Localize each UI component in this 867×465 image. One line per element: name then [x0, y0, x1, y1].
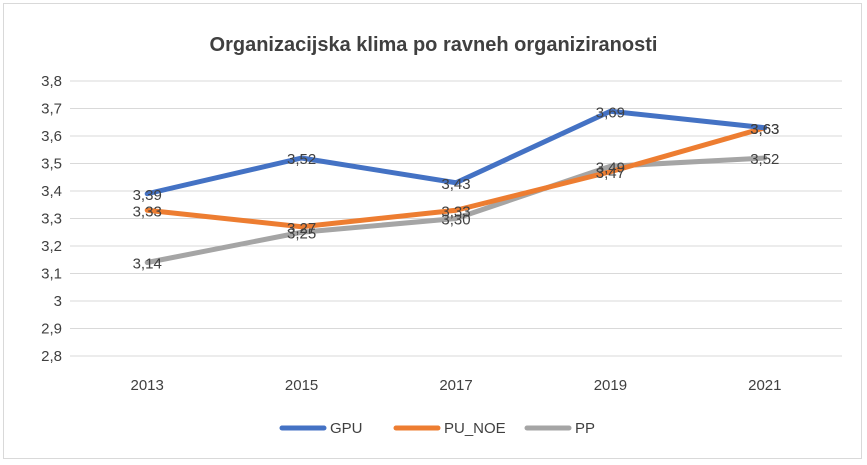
data-label: 3,49	[596, 159, 625, 176]
data-label: 3,63	[750, 121, 779, 138]
data-labels: 3,393,523,433,693,633,333,273,333,473,63…	[133, 104, 780, 272]
y-axis-ticks: 2,8 2,9 3 3,1 3,2 3,3 3,4 3,5 3,6 3,7 3,8	[41, 73, 62, 365]
y-tick-label: 3,2	[41, 238, 62, 255]
x-tick-label: 2021	[748, 377, 781, 394]
data-label: 3,52	[287, 151, 316, 168]
y-tick-label: 3,6	[41, 128, 62, 145]
data-label: 3,33	[441, 203, 470, 220]
y-tick-label: 3,7	[41, 101, 62, 118]
legend: GPU PU_NOE PP	[279, 420, 595, 437]
data-label: 3,63	[750, 121, 779, 138]
data-label: 3,27	[287, 220, 316, 237]
data-label: 3,47	[596, 165, 625, 182]
legend-label: GPU	[330, 420, 363, 437]
series-line-pp	[144, 155, 768, 265]
legend-label: PP	[575, 420, 595, 437]
line-chart: Organizacijska klima po ravneh organizir…	[41, 34, 842, 437]
data-label: 3,14	[133, 256, 162, 273]
y-tick-label: 3,4	[41, 183, 62, 200]
x-tick-label: 2019	[594, 377, 627, 394]
data-label: 3,39	[133, 187, 162, 204]
x-tick-label: 2015	[285, 377, 318, 394]
y-tick-label: 3,3	[41, 211, 62, 228]
series-lines	[144, 108, 768, 265]
series-line-pu-noe	[144, 125, 768, 230]
y-tick-label: 2,9	[41, 321, 62, 338]
chart-title: Organizacijska klima po ravneh organizir…	[210, 34, 658, 56]
data-label: 3,43	[441, 176, 470, 193]
y-tick-label: 3,8	[41, 73, 62, 90]
data-label: 3,69	[596, 104, 625, 121]
y-tick-label: 2,8	[41, 348, 62, 365]
chart-frame: Organizacijska klima po ravneh organizir…	[3, 3, 862, 459]
data-label: 3,30	[441, 212, 470, 229]
series-line-gpu	[144, 108, 768, 197]
legend-label: PU_NOE	[444, 420, 506, 437]
y-tick-label: 3,5	[41, 156, 62, 173]
x-tick-label: 2017	[439, 377, 472, 394]
data-label: 3,33	[133, 203, 162, 220]
x-axis-ticks: 2013 2015 2017 2019 2021	[131, 377, 782, 394]
x-tick-label: 2013	[131, 377, 164, 394]
y-tick-label: 3	[54, 293, 62, 310]
data-label: 3,25	[287, 225, 316, 242]
data-label: 3,52	[750, 151, 779, 168]
y-tick-label: 3,1	[41, 266, 62, 283]
